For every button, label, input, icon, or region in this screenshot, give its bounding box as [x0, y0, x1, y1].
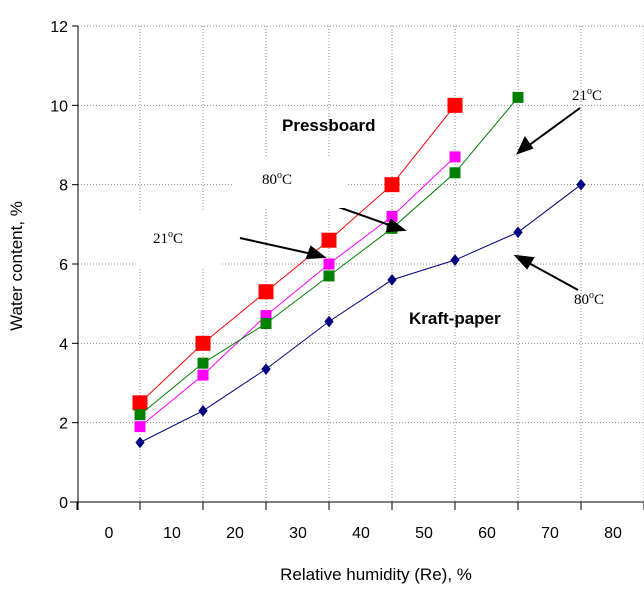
degree-mark: o: [589, 290, 594, 301]
y-tick-labels: 0 2 4 6 8 10 12: [50, 19, 68, 512]
data-point: [512, 91, 524, 103]
x-tick-label: 30: [289, 525, 307, 542]
data-point: [134, 421, 146, 433]
data-point: [197, 357, 209, 369]
arrowhead-21c-pressboard: [305, 245, 327, 260]
arrowhead-80c-pressboard: [385, 218, 407, 233]
temp-label-80c-right: 80oC: [574, 290, 604, 308]
temp-value: 80: [262, 172, 277, 188]
series-line: [139, 184, 582, 443]
data-point: [323, 258, 335, 270]
data-point: [195, 335, 211, 351]
data-point: [324, 315, 334, 328]
x-tick-label: 10: [163, 525, 181, 542]
data-point: [576, 178, 586, 191]
degree-mark: o: [277, 170, 282, 181]
series-line: [139, 105, 456, 404]
y-tick-label: 6: [59, 257, 68, 274]
arrowhead-80c-kraft: [513, 254, 535, 270]
temp-value: 21: [572, 88, 587, 104]
x-tick-label: 50: [415, 525, 433, 542]
data-point: [260, 318, 272, 329]
temp-label-21c-left: 21oC: [153, 229, 183, 247]
data-point: [197, 369, 209, 381]
data-point: [447, 97, 463, 113]
annotation-arrows: [239, 107, 581, 291]
data-point: [134, 409, 146, 421]
data-point: [449, 167, 461, 179]
degree-mark: o: [587, 86, 592, 97]
x-tick-label: 80: [604, 525, 622, 542]
temp-value: 21: [153, 231, 168, 247]
celsius-mark: C: [282, 172, 292, 188]
y-tick-label: 2: [59, 416, 68, 433]
x-tick-label: 0: [105, 525, 114, 542]
y-axis-title: Water content, %: [7, 201, 26, 331]
y-tick-label: 4: [59, 336, 68, 353]
data-point: [135, 436, 145, 449]
data-point: [384, 177, 400, 193]
label-bg-80c-left: [232, 158, 347, 208]
x-tick-label: 20: [226, 525, 244, 542]
x-axis-title: Relative humidity (Re), %: [280, 565, 472, 584]
data-point: [132, 395, 148, 411]
x-tick-label: 60: [478, 525, 496, 542]
series-line: [139, 156, 456, 428]
y-tick-label: 8: [59, 178, 68, 195]
y-tick-label: 10: [50, 98, 68, 115]
x-tick-label: 40: [352, 525, 370, 542]
data-point: [258, 284, 274, 300]
data-point: [321, 232, 337, 248]
arrowhead-21c-green: [516, 136, 534, 155]
temp-label-80c-left: 80oC: [262, 170, 292, 188]
data-point: [449, 151, 461, 163]
y-tick-label: 0: [59, 495, 68, 512]
x-tick-label: 70: [541, 525, 559, 542]
data-point: [323, 270, 335, 282]
pressboard-label: Pressboard: [282, 116, 376, 135]
series-group: [132, 91, 586, 449]
data-point: [387, 274, 397, 286]
axes: [70, 25, 644, 510]
data-point: [450, 254, 460, 266]
data-point: [261, 363, 271, 375]
arrow-80c-kraft: [526, 261, 579, 291]
degree-mark: o: [168, 229, 173, 240]
arrow-21c-pressboard: [239, 237, 313, 255]
y-tick-label: 12: [50, 19, 68, 36]
data-point: [513, 226, 523, 239]
temp-value: 80: [574, 292, 589, 308]
arrow-21c-green: [527, 107, 581, 147]
celsius-mark: C: [594, 292, 604, 308]
kraft-paper-label: Kraft-paper: [409, 309, 501, 328]
celsius-mark: C: [173, 231, 183, 247]
label-bg-21c-left: [133, 212, 220, 268]
data-point: [198, 404, 208, 417]
temp-label-21c-right: 21oC: [572, 86, 602, 104]
celsius-mark: C: [592, 88, 602, 104]
x-tick-labels: 0 10 20 30 40 50 60 70 80: [105, 525, 622, 542]
